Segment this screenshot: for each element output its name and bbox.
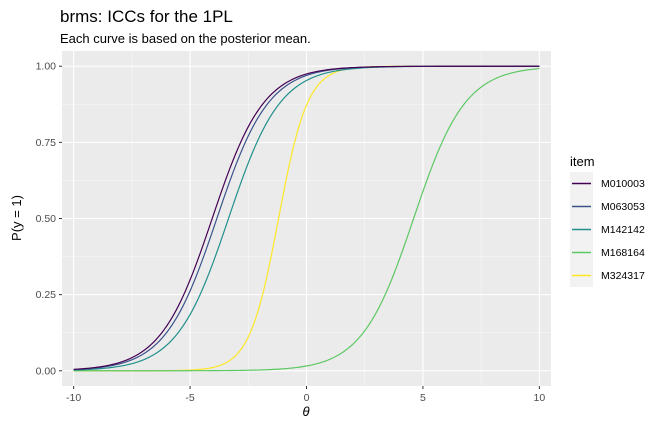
- legend-item-m168164: M168164: [570, 241, 645, 264]
- x-tick-label: 0: [304, 392, 310, 404]
- icc-curve-m168164: [73, 67, 540, 372]
- x-tick-label: -10: [66, 392, 81, 404]
- legend-label: M063053: [601, 201, 645, 213]
- chart-title: brms: ICCs for the 1PL: [60, 7, 233, 26]
- y-tick-label: 0.50: [36, 213, 57, 225]
- y-tick-label: 0.75: [36, 137, 57, 149]
- x-axis-title: θ: [302, 404, 309, 419]
- x-tick-label: 5: [420, 392, 426, 404]
- y-tick-label: 0.00: [36, 365, 57, 377]
- legend-title: item: [570, 154, 595, 169]
- legend-item-m324317: M324317: [570, 264, 645, 287]
- legend-label: M324317: [601, 270, 645, 282]
- legend-label: M010003: [601, 178, 645, 190]
- y-axis-title: P(y = 1): [9, 195, 24, 241]
- axis-ticks: -10 -5 0 5 10 0.00 0.25 0.50 0.75 1.00: [36, 61, 546, 404]
- chart-subtitle: Each curve is based on the posterior mea…: [60, 31, 311, 46]
- x-tick-label: -5: [185, 392, 194, 404]
- y-tick-label: 1.00: [36, 61, 57, 73]
- legend-item-m063053: M063053: [570, 195, 645, 218]
- major-gridlines: [62, 51, 551, 386]
- x-tick-label: 10: [534, 392, 546, 404]
- icc-curves: [73, 65, 540, 372]
- y-axis-title-text: P(y = 1): [9, 195, 24, 241]
- icc-curve-m010003: [73, 65, 540, 370]
- legend-item-m010003: M010003: [570, 172, 645, 195]
- legend-label: M142142: [601, 224, 645, 236]
- legend-label: M168164: [601, 247, 645, 259]
- legend: item M010003 M063053 M142142 M168164 M324317: [570, 154, 645, 287]
- legend-item-m142142: M142142: [570, 218, 645, 241]
- y-tick-label: 0.25: [36, 289, 57, 301]
